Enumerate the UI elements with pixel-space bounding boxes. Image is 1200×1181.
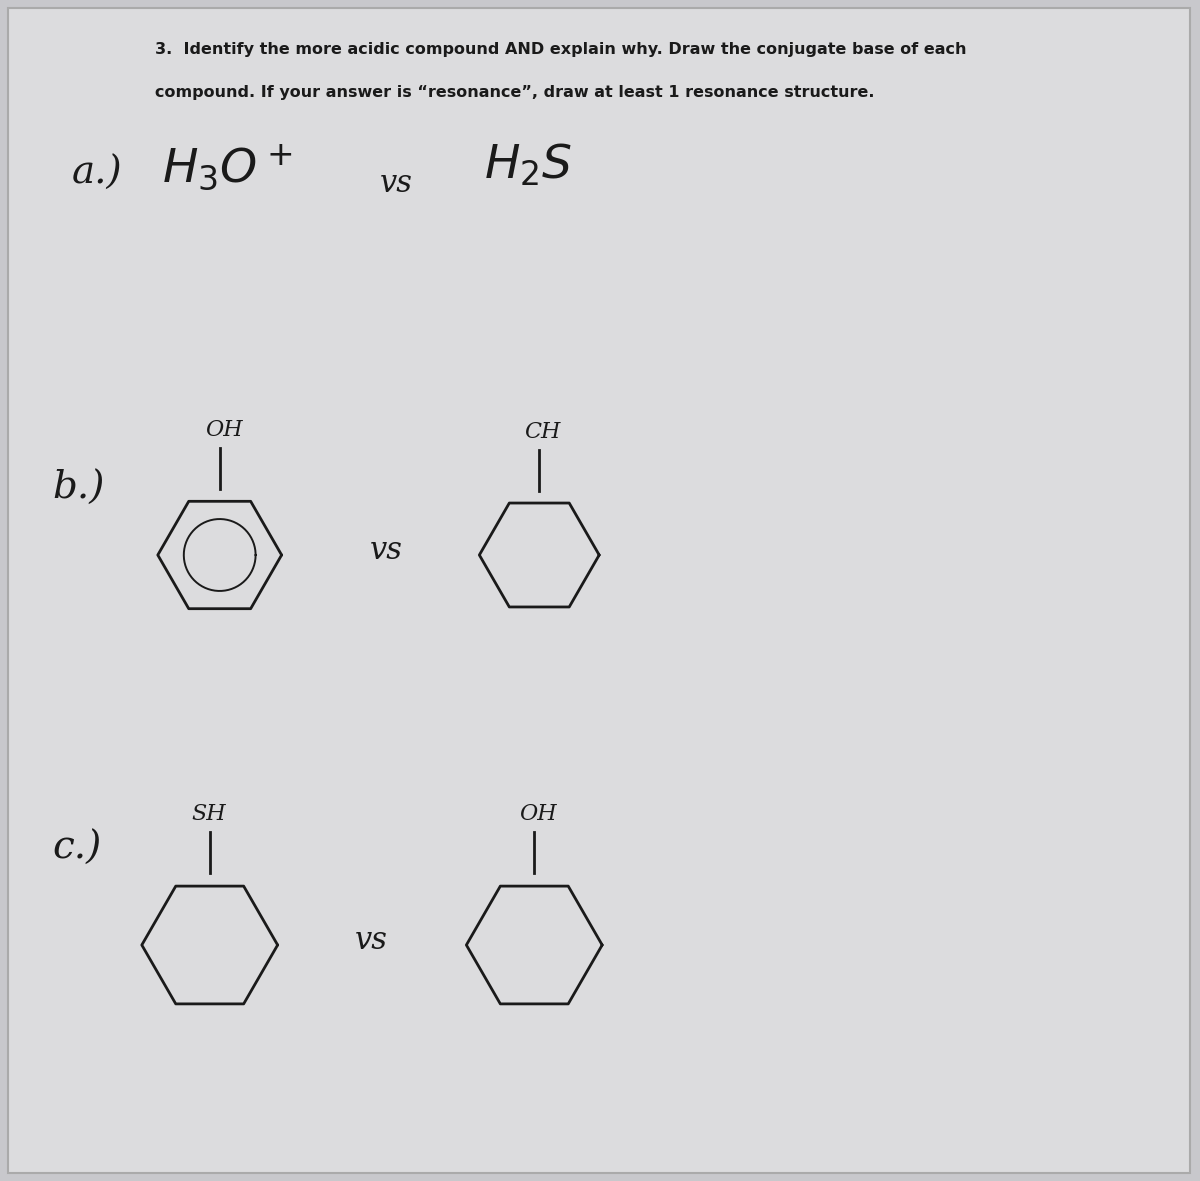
Text: 3.  Identify the more acidic compound AND explain why. Draw the conjugate base o: 3. Identify the more acidic compound AND… [155, 43, 966, 57]
Text: OH: OH [520, 803, 557, 826]
Text: vs: vs [370, 535, 402, 566]
Text: b.): b.) [52, 470, 104, 507]
Text: vs: vs [379, 168, 413, 200]
FancyBboxPatch shape [8, 8, 1190, 1173]
Text: SH: SH [192, 803, 227, 826]
Text: vs: vs [354, 925, 388, 955]
Text: compound. If your answer is “resonance”, draw at least 1 resonance structure.: compound. If your answer is “resonance”,… [155, 85, 875, 100]
Text: $H_3O^+$: $H_3O^+$ [162, 142, 293, 193]
Text: CH: CH [524, 420, 560, 443]
Text: $H_2S$: $H_2S$ [485, 142, 572, 189]
Text: a.): a.) [72, 155, 122, 193]
Text: OH: OH [205, 419, 242, 441]
Text: c.): c.) [52, 830, 101, 867]
